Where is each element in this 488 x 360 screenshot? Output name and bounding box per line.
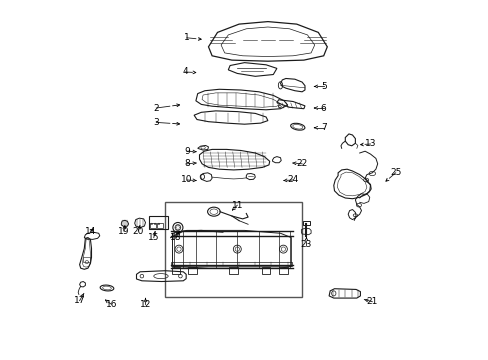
Bar (150, 223, 155, 228)
Bar (229, 267, 238, 274)
Bar (83, 257, 90, 262)
Text: 3: 3 (153, 118, 159, 127)
Text: 13: 13 (364, 139, 375, 148)
Text: 2: 2 (153, 104, 159, 112)
Text: 9: 9 (183, 147, 189, 156)
Text: 23: 23 (300, 240, 311, 249)
Bar (149, 216, 167, 229)
Text: 19: 19 (118, 227, 129, 236)
Text: 4: 4 (182, 68, 187, 77)
Text: 25: 25 (389, 168, 401, 177)
Text: 10: 10 (181, 175, 192, 184)
Text: 16: 16 (105, 300, 117, 309)
Text: 8: 8 (183, 159, 189, 168)
Text: 20: 20 (132, 227, 143, 236)
Text: 12: 12 (140, 300, 151, 309)
Text: 5: 5 (320, 82, 326, 91)
Bar (187, 267, 196, 274)
Text: 6: 6 (320, 104, 326, 112)
Text: 11: 11 (231, 201, 243, 210)
Bar (171, 262, 291, 266)
Bar (302, 221, 309, 225)
Text: 21: 21 (366, 297, 377, 306)
Text: 15: 15 (148, 233, 159, 242)
Text: 22: 22 (296, 159, 307, 168)
Text: 24: 24 (287, 175, 298, 184)
Text: 14: 14 (84, 227, 96, 236)
Bar (279, 267, 287, 274)
Bar (171, 267, 180, 274)
Bar (157, 223, 163, 228)
Text: 18: 18 (170, 233, 182, 242)
Bar (165, 202, 302, 297)
Bar (261, 267, 270, 274)
Text: 7: 7 (320, 123, 326, 132)
Text: 17: 17 (74, 296, 85, 305)
Text: 1: 1 (183, 33, 189, 42)
